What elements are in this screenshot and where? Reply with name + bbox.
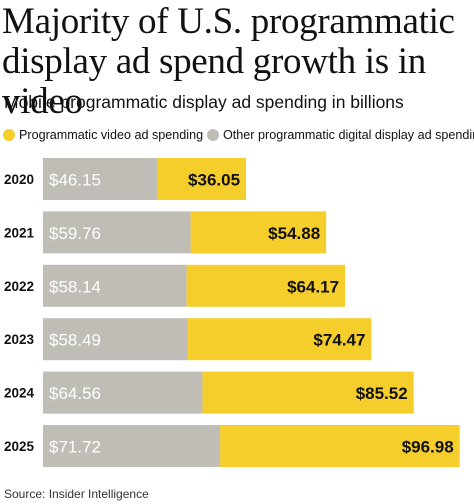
data-label-other: $46.15 [49, 171, 101, 190]
chart-title: Majority of U.S. programmatic display ad… [2, 1, 455, 122]
legend-label-other: Other programmatic digital display ad sp… [223, 128, 474, 142]
legend-swatch-video [3, 129, 15, 141]
legend-item-video: Programmatic video ad spending [3, 127, 203, 143]
bar-other-2020 [43, 158, 157, 200]
bar-other-2023 [43, 318, 188, 361]
data-label-video: $36.05 [188, 171, 240, 190]
bar-other-2025 [43, 425, 221, 467]
bar-video-2022 [186, 264, 346, 307]
chart-subtitle: Mobile programmatic display ad spending … [4, 92, 404, 112]
data-label-other: $64.56 [49, 384, 101, 403]
y-tick-label: 2025 [4, 439, 35, 454]
source-note: Source: Insider Intelligence [4, 487, 149, 501]
data-label-other: $58.14 [49, 277, 101, 296]
bar-other-2022 [43, 264, 187, 307]
y-tick-label: 2021 [4, 225, 35, 240]
data-label-video: $85.52 [356, 384, 408, 403]
data-label-other: $71.72 [49, 438, 101, 457]
bar-video-2023 [187, 318, 372, 361]
bar-video-2025 [220, 425, 460, 467]
data-label-other: $59.76 [49, 224, 101, 243]
data-label-video: $74.47 [313, 331, 365, 350]
data-label-video: $96.98 [402, 438, 454, 457]
legend-label-video: Programmatic video ad spending [19, 128, 204, 142]
y-tick-label: 2020 [4, 172, 34, 187]
legend: Programmatic video ad spending Other pro… [3, 127, 474, 143]
data-label-video: $64.17 [287, 277, 339, 296]
data-label-other: $58.49 [49, 331, 101, 350]
bar-other-2024 [43, 371, 203, 414]
bar-chart: 2020 $46.15 $36.05 2021 $59.76 $54.88 2022 $58.… [4, 158, 460, 467]
y-tick-label: 2022 [4, 279, 34, 294]
data-label-video: $54.88 [268, 224, 320, 243]
y-tick-label: 2024 [4, 386, 35, 401]
bar-video-2020 [156, 158, 247, 200]
bar-video-2021 [190, 211, 327, 254]
legend-swatch-other [207, 129, 219, 141]
bar-video-2024 [202, 371, 414, 414]
bar-other-2021 [43, 211, 191, 254]
y-tick-label: 2023 [4, 332, 35, 347]
legend-item-other: Other programmatic digital display ad sp… [207, 127, 474, 143]
